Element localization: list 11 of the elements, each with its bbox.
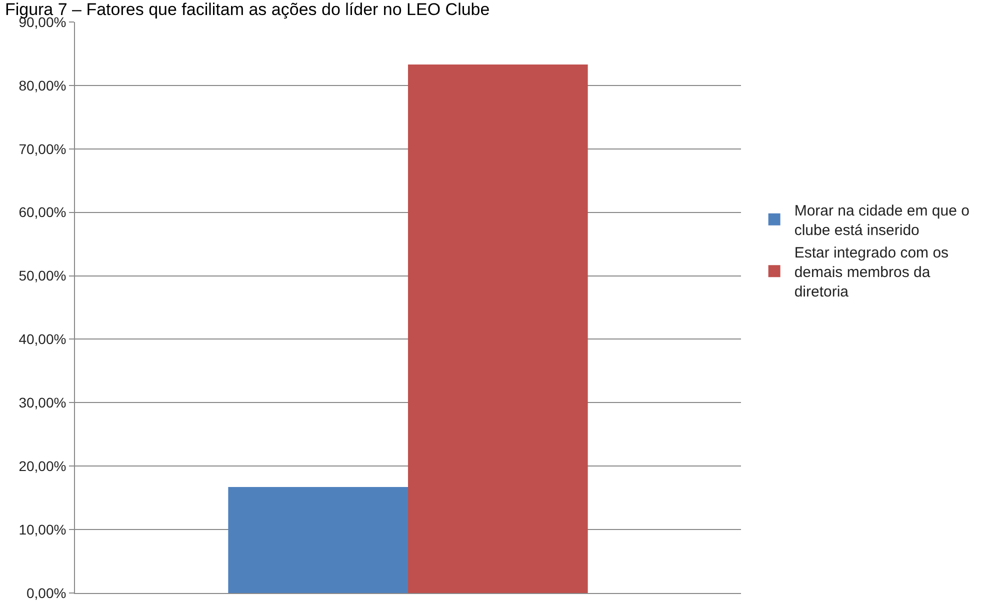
y-tick-label: 70,00% <box>18 140 66 157</box>
y-tick-label: 0,00% <box>26 584 66 601</box>
y-tick-label: 30,00% <box>18 394 66 411</box>
y-tick-label: 20,00% <box>18 458 66 474</box>
legend-label: Morar na cidade em que o clube está inserido <box>794 202 970 239</box>
y-tick-label: 40,00% <box>18 331 66 348</box>
y-tick-label: 80,00% <box>18 77 66 94</box>
y-tick-label: 60,00% <box>18 204 66 220</box>
legend-label: Estar integrado com os demais membros da diretoria <box>794 244 949 300</box>
y-tick-label: 10,00% <box>18 521 66 538</box>
y-tick-label: 50,00% <box>18 268 66 284</box>
